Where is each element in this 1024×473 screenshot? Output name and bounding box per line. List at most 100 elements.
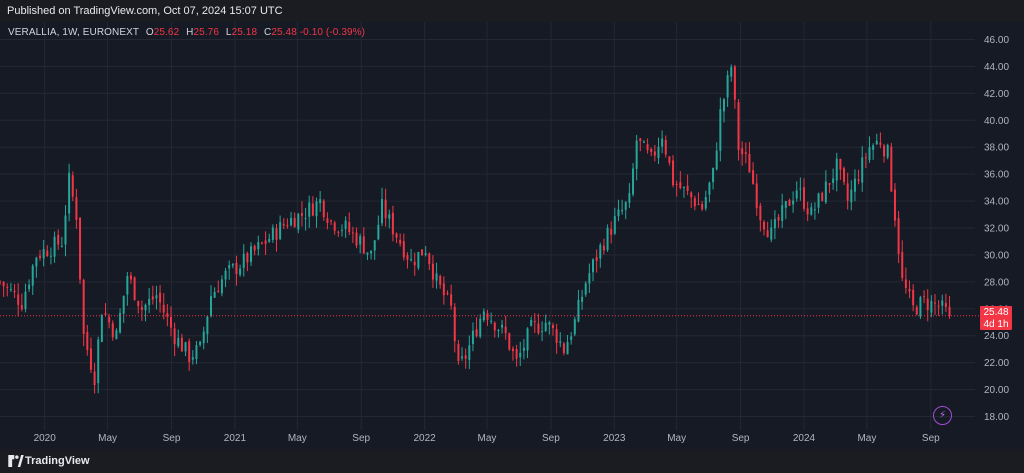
candle-body — [210, 296, 213, 317]
y-tick-label: 38.00 — [984, 143, 1009, 154]
candle-body — [39, 255, 42, 258]
symbol-legend: VERALLIA, 1W, EURONEXT O25.62 H25.76 L25… — [8, 27, 365, 38]
close-label: C — [264, 27, 272, 38]
last-price-value: 25.48 — [983, 307, 1009, 318]
candle-body — [839, 158, 842, 170]
candle-body — [162, 304, 165, 313]
candle-body — [173, 328, 176, 345]
symbol-name[interactable]: VERALLIA, 1W, EURONEXT — [8, 27, 139, 38]
x-tick-label: Sep — [163, 433, 181, 444]
x-tick-label: Sep — [352, 433, 370, 444]
y-tick-label: 20.00 — [984, 385, 1009, 396]
candle-body — [410, 259, 413, 261]
candle-body — [915, 307, 918, 315]
candle-body — [461, 356, 464, 359]
high-label: H — [186, 27, 194, 38]
candle-body — [297, 213, 300, 230]
candle-body — [541, 331, 544, 333]
candle-body — [60, 245, 63, 247]
tradingview-logo-icon — [8, 455, 24, 467]
candle-body — [784, 201, 787, 208]
candle-body — [86, 332, 89, 351]
candle-body — [664, 139, 667, 155]
candle-body — [464, 355, 467, 359]
candle-body — [868, 147, 871, 160]
candle-body — [526, 328, 529, 351]
candle-body — [293, 218, 296, 228]
candle-body — [290, 217, 293, 226]
candle-body — [883, 145, 886, 157]
candle-body — [511, 348, 514, 352]
candle-body — [908, 288, 911, 292]
candle-body — [279, 222, 282, 240]
candle-body — [49, 255, 52, 257]
candle-body — [766, 230, 769, 238]
candle-body — [770, 227, 773, 240]
y-tick-label: 40.00 — [984, 116, 1009, 127]
candle-body — [508, 333, 511, 350]
y-tick-label: 42.00 — [984, 89, 1009, 100]
candle-body — [668, 156, 671, 163]
candle-body — [42, 249, 45, 259]
candle-body — [533, 321, 536, 323]
candle-body — [592, 259, 595, 273]
candle-body — [704, 197, 707, 209]
candle-body — [326, 218, 329, 223]
candle-body — [886, 145, 889, 158]
candle-body — [919, 297, 922, 317]
candle-body — [391, 212, 394, 235]
candle-body — [373, 240, 376, 251]
footer: TradingView — [0, 449, 1024, 473]
candle-body — [690, 192, 693, 198]
candle-body — [573, 319, 576, 335]
y-tick-label: 44.00 — [984, 62, 1009, 73]
candle-body — [824, 181, 827, 203]
candle-body — [250, 246, 253, 262]
candle-body — [370, 250, 373, 254]
close-value: 25.48 — [271, 27, 297, 38]
candle-body — [213, 292, 216, 298]
candle-body — [795, 190, 798, 199]
candle-body — [79, 217, 82, 280]
candle-body — [788, 199, 791, 206]
candle-body — [559, 341, 562, 343]
lightning-bolt-icon[interactable]: ⚡ — [933, 406, 952, 425]
candle-body — [2, 282, 5, 287]
candle-body — [712, 167, 715, 183]
chart-area[interactable]: 46.00 44.00 42.00 40.00 38.00 36.00 34.00 32.00… — [0, 22, 1024, 449]
candle-body — [923, 296, 926, 298]
candle-body — [177, 337, 180, 347]
candle-body — [701, 203, 704, 210]
candle-body — [941, 300, 944, 306]
candle-body — [726, 75, 729, 98]
candle-body — [31, 265, 34, 286]
candle-body — [708, 182, 711, 195]
candle-body — [537, 323, 540, 334]
candle-body — [948, 306, 951, 316]
candle-body — [89, 348, 92, 370]
candle-body — [799, 188, 802, 190]
candle-body — [104, 313, 107, 315]
candle-body — [693, 198, 696, 207]
candle-body — [155, 295, 158, 299]
candle-body — [151, 296, 154, 300]
candle-body — [628, 193, 631, 203]
candle-body — [235, 262, 238, 274]
candle-body — [548, 322, 551, 325]
candle-body — [741, 148, 744, 155]
candle-body — [715, 150, 718, 170]
candle-body — [599, 244, 602, 259]
candle-body — [100, 315, 103, 342]
candle-body — [75, 197, 78, 220]
x-tick-label: May — [857, 433, 876, 444]
candle-body — [577, 299, 580, 322]
candle-body — [442, 283, 445, 296]
candle-body — [875, 140, 878, 145]
candle-body — [260, 242, 263, 244]
candlestick-chart[interactable]: 46.00 44.00 42.00 40.00 38.00 36.00 34.00 32.00… — [0, 22, 1024, 449]
candle-body — [144, 304, 147, 311]
high-value: 25.76 — [193, 27, 220, 38]
candles — [0, 64, 951, 394]
candle-body — [115, 330, 118, 340]
candle-body — [417, 252, 420, 268]
